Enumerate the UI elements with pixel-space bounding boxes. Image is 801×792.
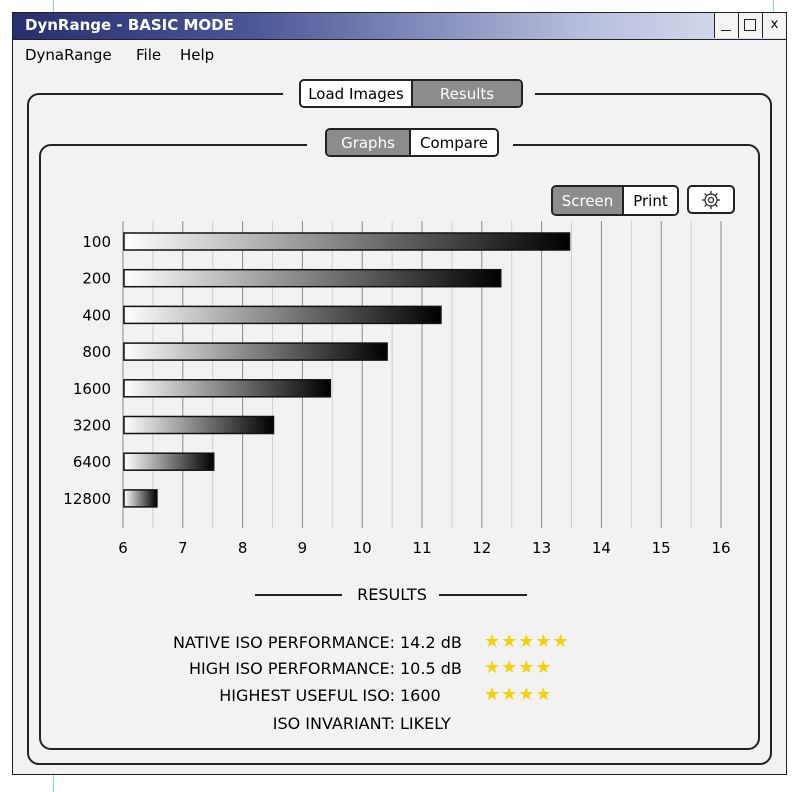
result-label-highest-useful-iso: HIGHEST USEFUL ISO:: [219, 686, 395, 705]
result-value-native-iso: 14.2 dB: [400, 633, 462, 652]
results-subtabs: Graphs Compare: [325, 128, 499, 157]
results-title: RESULTS: [357, 585, 427, 604]
x-tick-label: 11: [412, 539, 431, 557]
settings-button[interactable]: [687, 185, 735, 214]
results-divider-left: [255, 594, 342, 596]
minimize-button[interactable]: [714, 13, 738, 38]
bar-iso-200: [123, 268, 502, 288]
minimize-icon: [721, 30, 731, 31]
result-value-iso-invariant: LIKELY: [400, 714, 451, 733]
close-button[interactable]: x: [762, 13, 786, 38]
y-category-label: 6400: [73, 453, 111, 471]
bar-iso-3200: [123, 415, 275, 435]
tab-graphs[interactable]: Graphs: [327, 130, 409, 155]
x-tick-label: 12: [472, 539, 491, 557]
bar-iso-12800: [123, 489, 158, 508]
result-label-iso-invariant: ISO INVARIANT:: [272, 714, 395, 733]
view-mode-toggle: Screen Print: [551, 185, 679, 216]
x-tick-label: 15: [652, 539, 671, 557]
main-tabs: Load Images Results: [299, 79, 523, 108]
x-tick-label: 13: [532, 539, 551, 557]
dynamic-range-chart: 6 7 8 9 10 11 12 13 14 15 16 100 200 400 800 1600 3200 64…: [63, 221, 731, 557]
y-category-label: 800: [82, 343, 111, 361]
results-divider-right: [439, 594, 527, 596]
x-tick-label: 8: [238, 539, 248, 557]
screen-button[interactable]: Screen: [553, 187, 622, 214]
y-category-label: 100: [82, 233, 111, 251]
result-label-high-iso: HIGH ISO PERFORMANCE:: [189, 659, 395, 678]
rating-stars-highest-useful-iso: ★★★★: [484, 684, 553, 705]
result-value-highest-useful-iso: 1600: [400, 686, 441, 705]
bar-iso-100: [123, 232, 571, 251]
x-tick-label: 7: [178, 539, 188, 557]
gear-icon: [702, 190, 720, 209]
x-tick-label: 14: [592, 539, 611, 557]
x-tick-label: 10: [353, 539, 372, 557]
result-label-native-iso: NATIVE ISO PERFORMANCE:: [172, 633, 395, 652]
rating-stars-native-iso: ★★★★★: [484, 631, 570, 652]
y-category-label: 400: [82, 306, 111, 324]
y-category-label: 200: [82, 270, 111, 288]
maximize-button[interactable]: [738, 13, 762, 38]
bar-iso-6400: [123, 452, 215, 471]
title-bar[interactable]: DynRange - BASIC MODE x: [13, 13, 786, 40]
maximize-icon: [744, 19, 756, 31]
x-tick-label: 9: [298, 539, 308, 557]
y-category-label: 1600: [73, 380, 111, 398]
bar-iso-800: [123, 342, 388, 361]
print-button[interactable]: Print: [622, 187, 677, 214]
tab-compare[interactable]: Compare: [409, 130, 497, 155]
result-value-high-iso: 10.5 dB: [400, 659, 462, 678]
menu-dynarange[interactable]: DynaRange: [25, 46, 112, 64]
x-tick-label: 6: [118, 539, 128, 557]
tab-results[interactable]: Results: [411, 81, 521, 106]
bar-iso-1600: [123, 379, 332, 398]
y-category-label: 12800: [63, 490, 111, 508]
bar-iso-400: [123, 305, 442, 325]
tab-load-images[interactable]: Load Images: [301, 81, 411, 106]
layout-guide-top: [773, 0, 774, 14]
app-window: DynRange - BASIC MODE x DynaRange File H…: [12, 12, 787, 775]
y-category-label: 3200: [73, 417, 111, 435]
menu-help[interactable]: Help: [180, 46, 215, 64]
x-tick-label: 16: [711, 539, 730, 557]
menu-file[interactable]: File: [136, 46, 162, 64]
rating-stars-high-iso: ★★★★: [484, 657, 553, 678]
window-title: DynRange - BASIC MODE: [25, 16, 234, 34]
